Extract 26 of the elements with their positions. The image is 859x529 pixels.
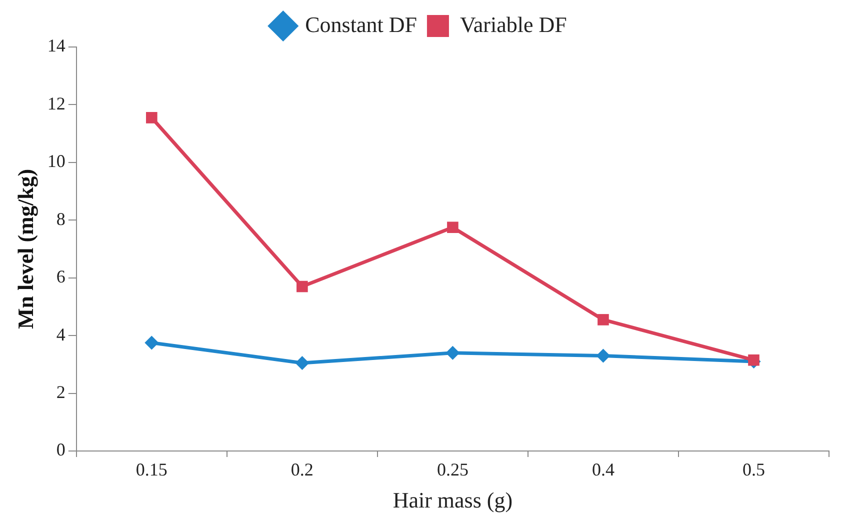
- y-tick-label: 2: [56, 382, 66, 402]
- y-axis-title: Mn level (mg/kg): [12, 168, 38, 330]
- y-tick-label: 10: [47, 151, 66, 172]
- x-tick-label: 0.5: [742, 460, 765, 480]
- point: [598, 314, 609, 326]
- legend-label: Constant DF: [305, 12, 417, 37]
- y-tick-label: 8: [56, 208, 66, 229]
- point: [295, 356, 310, 370]
- point: [447, 222, 458, 234]
- point: [446, 346, 460, 360]
- y-tick-label: 6: [56, 266, 66, 287]
- y-tick-label: 4: [56, 324, 66, 344]
- point: [144, 336, 159, 350]
- y-tick-label: 12: [47, 93, 66, 114]
- y-tick-label: 0: [56, 440, 66, 460]
- legend-label: Variable DF: [460, 12, 567, 37]
- x-axis-title: Hair mass (g): [392, 488, 513, 513]
- point: [296, 280, 308, 292]
- y-tick-label: 14: [47, 36, 66, 56]
- point: [748, 354, 760, 366]
- point: [596, 348, 610, 363]
- x-tick-label: 0.25: [436, 460, 468, 480]
- x-tick-label: 0.15: [136, 460, 168, 480]
- x-tick-label: 0.2: [290, 460, 314, 480]
- x-tick-label: 0.4: [592, 460, 614, 480]
- point: [146, 112, 158, 124]
